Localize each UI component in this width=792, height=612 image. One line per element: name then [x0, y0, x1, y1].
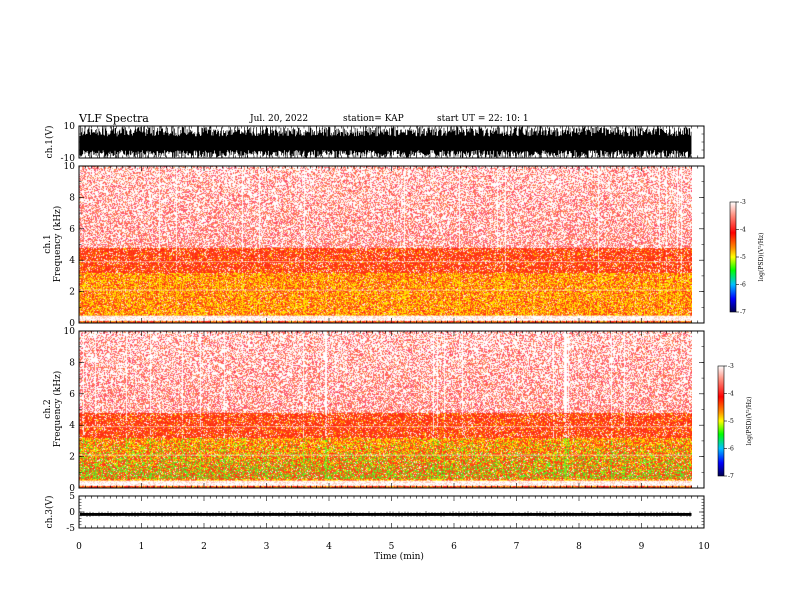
y-tick-label: 6 — [69, 225, 75, 235]
ch3-waveform-panel: -505 0 1 2 3 4 5 6 7 8 9 10 ch.3(V) Time (min) — [44, 492, 710, 562]
ch1-spectrogram-channel-label: ch.1 — [43, 234, 53, 253]
x-tick-label: 3 — [264, 542, 270, 552]
ch1-colorbar: -3 -4 -5 -6 -7 log(PSD)(V²/Hz) — [729, 199, 765, 316]
ch3-waveform-yticks: -5 0 5 — [66, 492, 704, 534]
colorbar-tick-label: -3 — [728, 363, 734, 370]
ch1-waveform-ylabel: ch.1(V) — [44, 126, 55, 159]
ch1-waveform-xticks — [78, 126, 705, 158]
colorbar-tick-label: -5 — [728, 418, 734, 425]
colorbar-tick-label: -7 — [728, 473, 734, 480]
ch1-waveform-trace — [79, 126, 692, 158]
ch2-spectrogram-ylabel: Frequency (kHz) — [52, 371, 63, 448]
x-tick-label: 9 — [639, 542, 645, 552]
y-tick-label: 10 — [64, 327, 76, 337]
ch2-spectrogram-channel-label: ch.2 — [43, 399, 53, 418]
time-axis-label: Time (min) — [374, 551, 424, 562]
header-start-time: start UT = 22: 10: 1 — [437, 114, 529, 124]
spectrogram-raster — [79, 166, 692, 323]
colorbar-tick-label: -4 — [728, 391, 734, 398]
ch3-trace-spikes — [80, 511, 691, 518]
ch2-colorbar-label: log(PSD)(V²/Hz) — [746, 397, 753, 446]
ch2-spectrogram-yticks: 0 2 4 6 8 10 — [64, 327, 704, 494]
ch3-waveform-ylabel: ch.3(V) — [44, 496, 55, 529]
ch1-colorbar-ticks: -3 -4 -5 -6 -7 — [736, 199, 746, 316]
ch1-spectrogram-ylabel: Frequency (kHz) — [52, 206, 63, 283]
x-tick-label: 10 — [698, 542, 710, 552]
ch1-spectrogram-xticks — [78, 166, 705, 323]
colorbar-tick-label: -7 — [740, 309, 746, 316]
y-tick-label: 6 — [69, 390, 75, 400]
ch1-spectrogram-panel: 0 2 4 6 8 10 ch.1 Frequency (kHz) -3 -4 -5 -6 -7 … — [43, 162, 765, 329]
ch2-colorbar-scale — [717, 365, 725, 477]
x-tick-label: 0 — [76, 542, 82, 552]
x-tick-label: 2 — [201, 542, 207, 552]
y-tick-label: -5 — [66, 524, 75, 534]
ch1-colorbar-label: log(PSD)(V²/Hz) — [758, 233, 765, 282]
x-tick-label: 7 — [514, 542, 520, 552]
y-tick-label: 2 — [69, 288, 75, 298]
colorbar-tick-label: -6 — [740, 282, 746, 289]
y-tick-label: 5 — [69, 492, 75, 502]
y-tick-label: 10 — [64, 162, 76, 172]
x-tick-label: 8 — [576, 542, 582, 552]
y-tick-label: 10 — [64, 122, 76, 132]
ch3-trace-band — [80, 512, 692, 516]
header-station: station= KAP — [343, 114, 404, 124]
ch2-spectrogram-panel: 0 2 4 6 8 10 ch.2 Frequency (kHz) -3 -4 -5 -6 -7 … — [43, 327, 753, 494]
y-tick-label: 8 — [69, 358, 75, 368]
ch1-waveform-yticks: -10 10 — [61, 122, 704, 164]
ch1-spectrogram-image — [79, 166, 692, 323]
ch1-colorbar-scale — [729, 201, 737, 313]
x-tick-label: 6 — [451, 542, 457, 552]
ch2-colorbar-ticks: -3 -4 -5 -6 -7 — [724, 363, 734, 480]
colorbar-tick-label: -5 — [740, 254, 746, 261]
x-tick-label: 1 — [139, 542, 145, 552]
ch1-trace-path — [79, 126, 692, 158]
ch2-colorbar: -3 -4 -5 -6 -7 log(PSD)(V²/Hz) — [717, 363, 753, 480]
header-date: Jul. 20, 2022 — [250, 114, 309, 124]
ch2-spectrogram-image — [79, 331, 692, 488]
y-tick-label: 4 — [69, 421, 75, 431]
y-tick-label: 4 — [69, 256, 75, 266]
time-axis-ticks: 0 1 2 3 4 5 6 7 8 9 10 — [76, 496, 710, 552]
y-tick-label: 0 — [69, 508, 75, 518]
colorbar-tick-label: -4 — [740, 227, 746, 234]
header-title: VLF Spectra — [79, 112, 149, 125]
x-tick-label: 5 — [389, 542, 395, 552]
x-tick-label: 4 — [326, 542, 332, 552]
y-tick-label: 0 — [69, 319, 75, 329]
ch3-waveform-trace — [80, 511, 692, 518]
ch1-waveform-panel: -10 10 ch.1(V) — [44, 122, 705, 164]
y-tick-label: 2 — [69, 453, 75, 463]
spectrogram-raster — [79, 331, 692, 488]
ch2-spectrogram-xticks — [78, 331, 705, 488]
y-tick-label: -10 — [61, 154, 76, 164]
colorbar-tick-label: -6 — [728, 446, 734, 453]
colorbar-tick-label: -3 — [740, 199, 746, 206]
y-tick-label: 8 — [69, 193, 75, 203]
y-tick-label: 0 — [69, 484, 75, 494]
ch1-spectrogram-yticks: 0 2 4 6 8 10 — [64, 162, 704, 329]
